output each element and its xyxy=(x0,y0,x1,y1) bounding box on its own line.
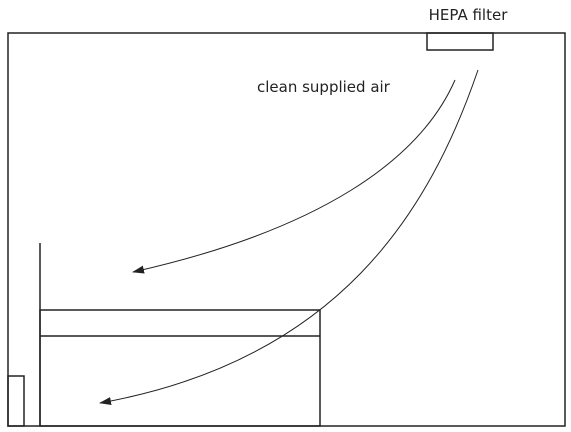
bed xyxy=(39,309,321,427)
hepa-filter-box xyxy=(426,32,494,51)
airflow-arrow-upper xyxy=(132,79,456,274)
filter-label: HEPA filter xyxy=(429,6,509,24)
airflow-label: clean supplied air xyxy=(257,78,391,96)
airflow-arrow-lower xyxy=(99,69,479,405)
side-unit xyxy=(7,375,25,427)
